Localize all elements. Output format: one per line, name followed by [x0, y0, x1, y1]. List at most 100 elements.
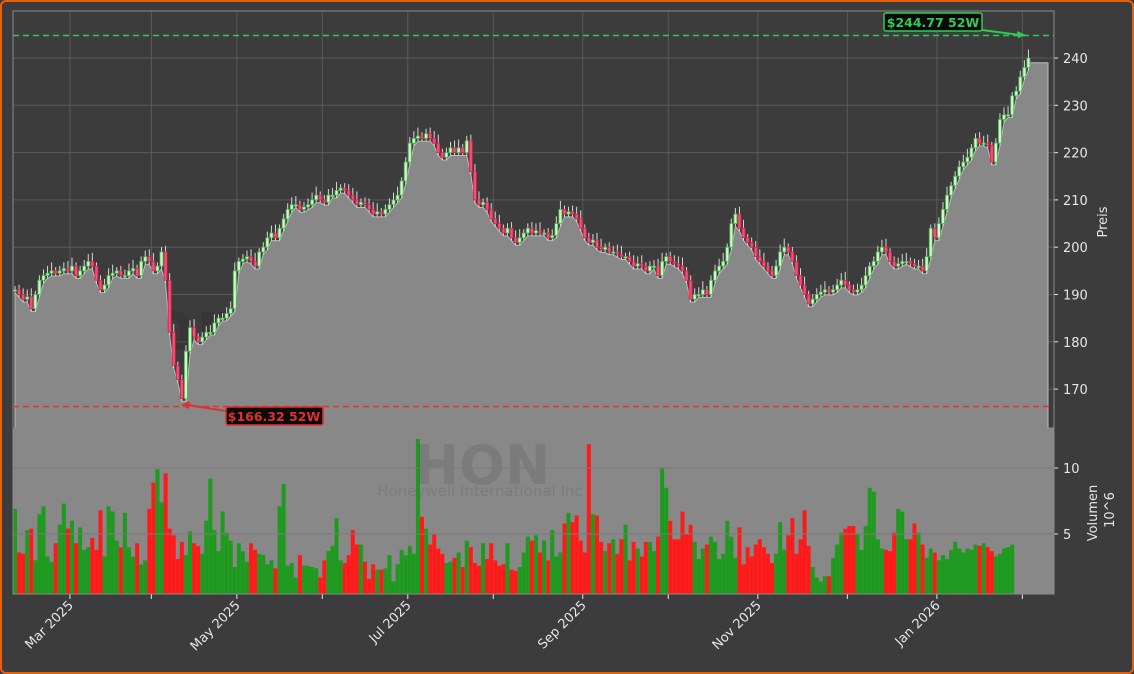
- volume-bar: [871, 491, 876, 594]
- candle-down: [770, 270, 774, 276]
- volume-bar: [969, 549, 974, 594]
- candle-down: [167, 279, 172, 333]
- volume-bar: [883, 549, 888, 594]
- volume-bar: [965, 548, 970, 594]
- candle-up: [306, 204, 310, 208]
- candle-up: [395, 194, 400, 201]
- candle-up: [86, 260, 91, 267]
- volume-bar: [855, 534, 860, 594]
- volume-bar: [936, 560, 941, 594]
- candle-down: [676, 263, 681, 267]
- candle-up: [729, 223, 734, 248]
- candle-up: [1002, 114, 1006, 120]
- volume-bar: [533, 535, 538, 594]
- candle-down: [562, 208, 567, 215]
- volume-bar: [582, 552, 587, 594]
- volume-bar: [574, 515, 579, 594]
- volume-bar: [57, 524, 62, 594]
- volume-bar: [635, 548, 640, 594]
- volume-bar: [114, 540, 119, 594]
- volume-bar: [908, 539, 913, 594]
- y-tick-label: 200: [1063, 241, 1088, 256]
- volume-bar: [892, 532, 897, 594]
- volume-bar: [301, 565, 306, 594]
- candle-up: [717, 265, 722, 272]
- candle-down: [452, 147, 457, 153]
- volume-bar: [334, 518, 339, 594]
- candle-down: [737, 213, 742, 229]
- candle-down: [798, 275, 803, 286]
- volume-tick-label: 5: [1063, 528, 1071, 543]
- candle-down: [688, 279, 693, 300]
- volume-bar: [45, 556, 50, 594]
- candle-up: [941, 208, 945, 224]
- volume-bar: [981, 543, 986, 594]
- volume-bar: [668, 520, 673, 594]
- candle-up: [70, 265, 74, 272]
- volume-bar: [932, 552, 937, 594]
- candle-up: [383, 208, 388, 215]
- candle-up: [78, 270, 83, 276]
- candle-up: [1018, 76, 1023, 92]
- volume-bar: [94, 549, 99, 594]
- candle-up: [871, 260, 876, 267]
- candle-up: [981, 142, 986, 146]
- volume-bar: [688, 524, 693, 594]
- volume-bar: [273, 568, 278, 594]
- volume-bar: [428, 544, 433, 594]
- volume-bar: [757, 539, 762, 594]
- candle-up: [155, 265, 160, 272]
- volume-bar: [570, 522, 575, 594]
- candle-up: [143, 256, 148, 262]
- volume-bar: [49, 561, 54, 594]
- candle-up: [302, 206, 306, 210]
- candle-up: [212, 322, 217, 333]
- candle-down: [827, 289, 831, 293]
- volume-bar: [179, 541, 184, 594]
- volume-bar: [505, 543, 510, 594]
- candle-down: [98, 279, 103, 291]
- volume-bar: [802, 510, 807, 594]
- candle-down: [371, 208, 376, 215]
- volume-bar: [151, 482, 156, 594]
- candle-up: [936, 223, 941, 239]
- volume-bar: [403, 555, 408, 594]
- volume-bar: [269, 560, 274, 594]
- candle-up: [721, 260, 726, 267]
- volume-bar: [692, 541, 697, 594]
- volume-bar: [350, 530, 355, 594]
- volume-bar: [1010, 544, 1015, 594]
- candle-up: [464, 140, 469, 153]
- volume-bar: [961, 552, 966, 594]
- volume-bar: [643, 541, 648, 594]
- candle-down: [249, 256, 253, 262]
- volume-bar: [672, 539, 677, 594]
- candle-up: [725, 246, 730, 262]
- candle-down: [843, 279, 848, 286]
- volume-bar: [721, 553, 726, 594]
- volume-bar: [155, 469, 160, 594]
- volume-bar: [65, 528, 70, 594]
- candle-up: [411, 138, 416, 144]
- volume-bar: [920, 544, 925, 594]
- candle-down: [94, 265, 99, 281]
- volume-bar: [379, 569, 384, 594]
- low-label: $166.32 52W: [181, 401, 324, 426]
- volume-bar: [126, 547, 131, 594]
- candle-down: [485, 201, 490, 210]
- candle-up: [900, 260, 905, 265]
- candle-up: [359, 201, 363, 206]
- volume-bar: [82, 549, 87, 594]
- candle-down: [546, 232, 551, 239]
- volume-bar: [232, 567, 237, 594]
- candle-down: [192, 327, 196, 338]
- volume-bar: [188, 531, 193, 594]
- volume-bar: [603, 551, 608, 594]
- volume-bar: [729, 536, 734, 594]
- candle-up: [216, 317, 221, 324]
- volume-bar: [745, 547, 750, 594]
- candle-down: [920, 265, 925, 272]
- candle-down: [460, 147, 465, 153]
- candle-up: [696, 294, 701, 297]
- volume-bar: [346, 555, 351, 594]
